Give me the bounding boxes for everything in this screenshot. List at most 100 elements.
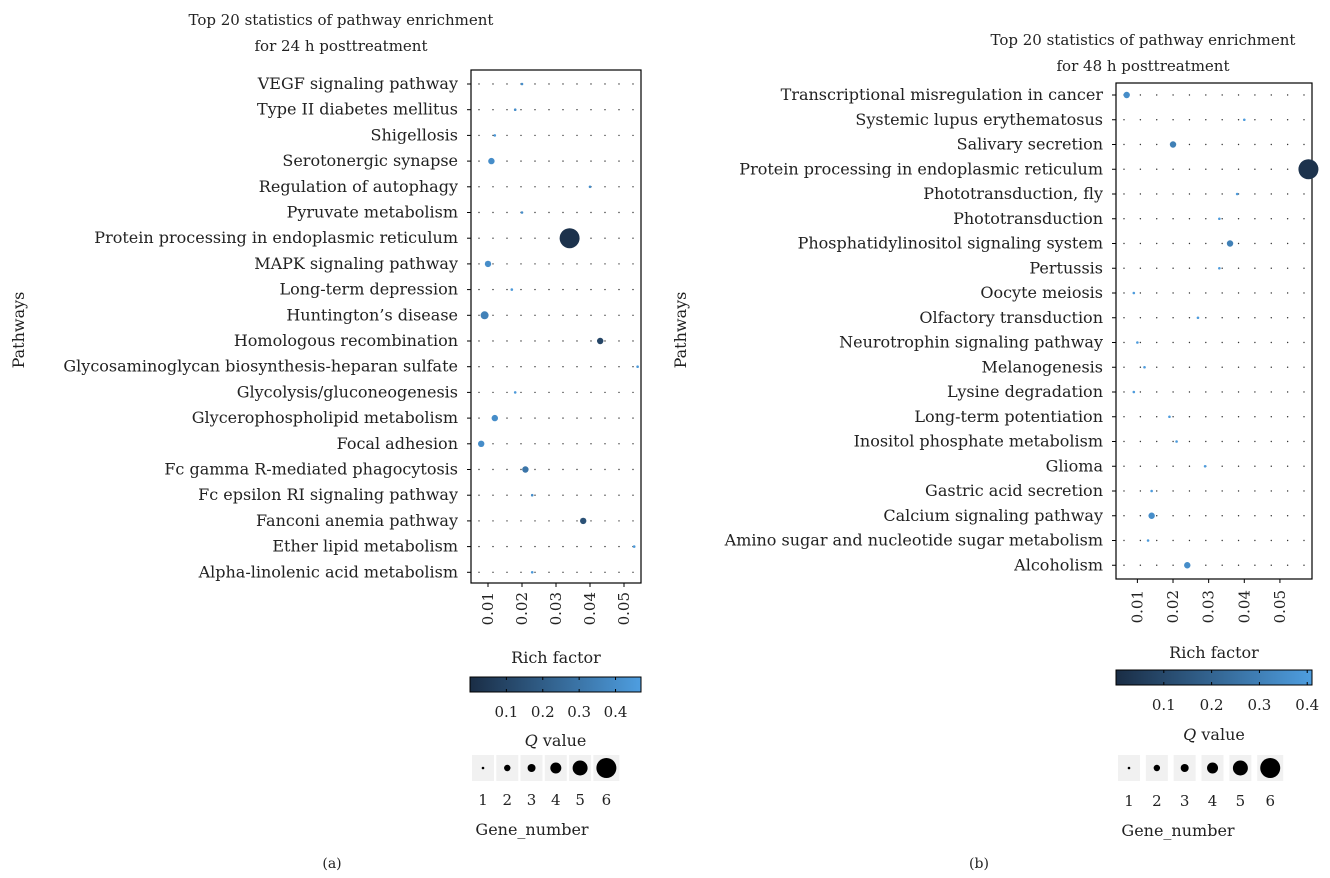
grid-dot xyxy=(1254,391,1256,393)
grid-dot xyxy=(1139,292,1142,294)
grid-dot xyxy=(506,366,508,368)
grid-dot xyxy=(1303,267,1305,269)
grid-dot xyxy=(1286,267,1289,269)
grid-dot xyxy=(1254,366,1256,368)
grid-dot xyxy=(1221,193,1223,195)
data-point xyxy=(1132,291,1136,295)
pathway-label: Long-term depression xyxy=(279,280,458,299)
x-tick-label: 0.03 xyxy=(1200,590,1218,623)
grid-dot xyxy=(1139,143,1142,146)
grid-dot xyxy=(618,237,620,239)
grid-dot xyxy=(492,520,494,522)
size-legend-label: 3 xyxy=(527,791,537,809)
grid-dot xyxy=(604,443,606,445)
grid-dot xyxy=(1188,193,1191,195)
grid-dot xyxy=(1139,218,1142,220)
grid-dot xyxy=(576,520,578,522)
grid-dot xyxy=(1270,267,1272,269)
grid-dot xyxy=(1286,143,1289,146)
grid-dot xyxy=(1221,416,1223,418)
grid-dot xyxy=(1156,94,1158,96)
grid-dot xyxy=(1172,168,1174,170)
grid-dot xyxy=(1286,366,1289,368)
size-legend-dot xyxy=(572,760,588,776)
size-legend-dot xyxy=(1127,766,1131,770)
colorbar-tick-label: 0.4 xyxy=(604,703,628,721)
grid-dot xyxy=(562,468,564,471)
grid-dot xyxy=(1237,168,1240,170)
grid-dot xyxy=(548,237,550,239)
data-point xyxy=(1169,141,1177,148)
grid-dot xyxy=(1172,119,1174,121)
grid-dot xyxy=(576,314,578,316)
data-point xyxy=(484,260,492,268)
grid-dot xyxy=(1205,539,1207,542)
grid-dot xyxy=(492,237,494,239)
grid-dot xyxy=(1254,416,1256,418)
grid-dot xyxy=(1254,515,1256,517)
q-value-legend-title: Q value xyxy=(525,731,587,750)
grid-dot xyxy=(1172,539,1174,542)
grid-dot xyxy=(1156,440,1158,443)
grid-dot xyxy=(548,494,550,496)
grid-dot xyxy=(576,443,578,445)
chart-title-line-2: for 24 h posttreatment xyxy=(255,37,428,55)
pathway-label: Homologous recombination xyxy=(234,331,458,350)
grid-dot xyxy=(1221,242,1223,245)
grid-dot xyxy=(492,571,494,573)
grid-dot xyxy=(1123,440,1125,443)
data-point xyxy=(493,134,497,137)
grid-dot xyxy=(548,571,550,573)
grid-dot xyxy=(1123,317,1125,319)
dotted-grid xyxy=(1123,94,1305,566)
grid-dot xyxy=(520,340,522,342)
grid-dot xyxy=(478,237,480,239)
pathway-label: Focal adhesion xyxy=(337,434,458,453)
pathway-label: Oocyte meiosis xyxy=(980,283,1103,302)
grid-dot xyxy=(1221,539,1223,542)
grid-dot xyxy=(1172,267,1174,269)
grid-dot xyxy=(1172,242,1174,245)
grid-dot xyxy=(1139,515,1142,517)
grid-dot xyxy=(1139,267,1142,269)
grid-dot xyxy=(520,545,522,548)
grid-dot xyxy=(1123,168,1125,170)
grid-dot xyxy=(1270,341,1272,344)
data-point xyxy=(530,493,534,497)
grid-dot xyxy=(1221,119,1223,121)
grid-dot xyxy=(1286,193,1289,195)
grid-dot xyxy=(604,160,606,162)
grid-dot xyxy=(1254,341,1256,344)
grid-dot xyxy=(548,109,550,111)
data-point xyxy=(1235,192,1239,196)
grid-dot xyxy=(1254,168,1256,170)
size-legend-dot xyxy=(1207,762,1219,774)
grid-dot xyxy=(576,186,578,188)
grid-dot xyxy=(478,468,480,471)
grid-dot xyxy=(562,443,564,445)
colorbar-tick-label: 0.3 xyxy=(1247,696,1271,714)
size-legend-label: 5 xyxy=(575,791,585,809)
grid-dot xyxy=(520,520,522,522)
grid-dot xyxy=(534,571,536,573)
data-point xyxy=(636,365,639,369)
grid-dot xyxy=(1303,317,1305,319)
grid-dot xyxy=(590,211,592,214)
size-legend-dot xyxy=(1232,760,1248,776)
grid-dot xyxy=(1303,366,1305,368)
grid-dot xyxy=(1237,218,1240,220)
grid-dot xyxy=(1188,490,1191,492)
data-point xyxy=(520,82,524,86)
grid-dot xyxy=(562,160,564,162)
grid-dot xyxy=(520,263,522,265)
grid-dot xyxy=(506,545,508,548)
grid-dot xyxy=(1221,218,1223,220)
x-tick-label: 0.01 xyxy=(1128,590,1146,623)
grid-dot xyxy=(492,263,494,265)
grid-dot xyxy=(1123,391,1125,393)
grid-dot xyxy=(632,366,634,368)
grid-dot xyxy=(1286,94,1289,96)
grid-dot xyxy=(1172,366,1174,368)
pathway-label: Regulation of autophagy xyxy=(259,177,458,196)
grid-dot xyxy=(632,520,634,522)
